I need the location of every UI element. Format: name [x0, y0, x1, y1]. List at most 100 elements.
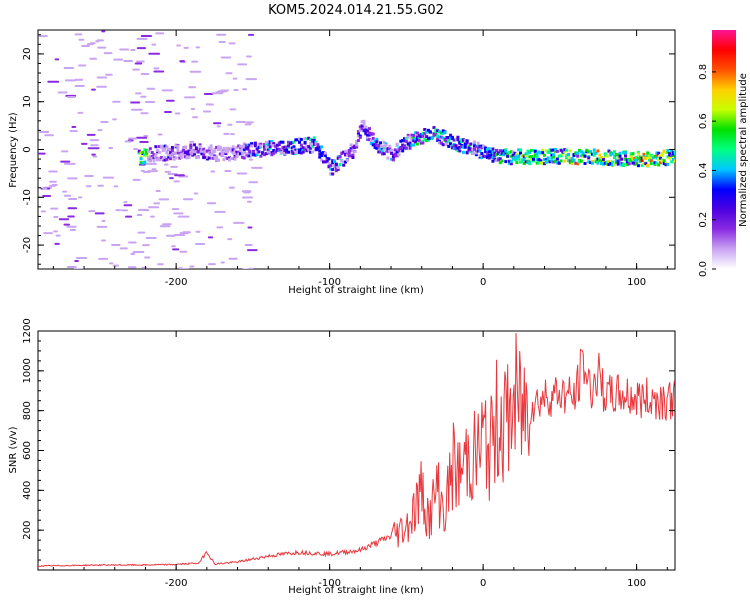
noise-cell — [124, 140, 132, 143]
ridge-cell — [286, 140, 290, 144]
ridge-cell — [673, 150, 675, 154]
ridge-cell — [246, 154, 250, 158]
ridge-cell — [239, 152, 243, 156]
ridge-cell — [187, 152, 191, 156]
ridge-cell — [292, 145, 296, 149]
ridge-cell — [200, 152, 204, 156]
noise-cell — [57, 91, 68, 94]
noise-cell — [123, 204, 133, 207]
ridge-cell — [146, 149, 150, 153]
ridge-cell — [169, 154, 173, 158]
ridge-cell — [323, 160, 327, 164]
ridge-cell — [158, 150, 162, 154]
ridge-cell — [651, 161, 655, 165]
noise-cell — [112, 100, 121, 103]
ridge-cell — [463, 142, 467, 146]
ridge-cell — [191, 152, 195, 156]
noise-cell — [43, 232, 53, 235]
ridge-cell — [436, 134, 440, 138]
ridge-cell — [566, 153, 570, 157]
ridge-cell — [460, 145, 464, 149]
ridge-cell — [355, 141, 359, 145]
noise-cell — [38, 152, 46, 155]
ridge-cell — [541, 148, 545, 152]
ridge-cell — [603, 161, 607, 165]
noise-cell — [44, 134, 54, 137]
ridge-cell — [331, 168, 335, 172]
spectrogram-xlabel: Height of straight line (km) — [288, 285, 424, 296]
snr-xtick-label: 0 — [480, 578, 486, 589]
ridge-cell — [170, 152, 174, 156]
ridge-cell — [204, 150, 208, 154]
ridge-cell — [364, 132, 368, 136]
ridge-cell — [309, 142, 313, 146]
ridge-cell — [500, 159, 504, 163]
ridge-cell — [301, 150, 305, 154]
ridge-cell — [524, 152, 528, 156]
ridge-cell — [228, 147, 232, 151]
noise-cell — [172, 248, 180, 251]
ridge-cell — [568, 161, 572, 165]
ridge-cell — [250, 154, 254, 158]
ridge-cell — [336, 166, 340, 170]
ridge-cell — [244, 146, 248, 150]
ridge-cell — [629, 155, 633, 159]
ridge-cell — [649, 153, 653, 157]
ridge-cell — [487, 150, 491, 154]
noise-cell — [233, 88, 239, 91]
ridge-cell — [542, 157, 546, 161]
ridge-cell — [222, 146, 226, 150]
ridge-cell — [493, 151, 497, 155]
ridge-cell — [480, 156, 484, 160]
ridge-cell — [161, 157, 165, 161]
ridge-cell — [268, 146, 272, 150]
ridge-cell — [612, 162, 616, 166]
ridge-cell — [187, 149, 191, 153]
ridge-cell — [426, 138, 430, 142]
ridge-cell — [279, 149, 283, 153]
ridge-cell — [355, 139, 359, 143]
ridge-cell — [482, 154, 486, 158]
ridge-cell — [334, 167, 338, 171]
ridge-cell — [379, 141, 383, 145]
ridge-cell — [194, 146, 198, 150]
ridge-cell — [163, 158, 167, 162]
ridge-cell — [349, 154, 353, 158]
ridge-cell — [386, 156, 390, 160]
ridge-cell — [143, 148, 147, 152]
ridge-cell — [351, 153, 355, 157]
ridge-cell — [139, 161, 143, 165]
ridge-cell — [410, 133, 414, 137]
ridge-cell — [439, 135, 443, 139]
ridge-cell — [356, 134, 360, 138]
ridge-cell — [231, 145, 235, 149]
ridge-cell — [576, 154, 580, 158]
noise-cell — [227, 238, 233, 241]
ridge-cell — [563, 148, 567, 152]
ridge-cell — [480, 144, 484, 148]
ridge-cell — [176, 148, 180, 152]
ridge-cell — [458, 149, 462, 153]
ridge-cell — [286, 150, 290, 154]
ridge-cell — [443, 131, 447, 135]
ridge-cell — [577, 148, 581, 152]
ridge-cell — [670, 154, 674, 158]
ridge-cell — [507, 161, 511, 165]
ridge-cell — [657, 163, 661, 167]
ridge-cell — [517, 148, 521, 152]
ridge-cell — [612, 150, 616, 154]
noise-cell — [246, 200, 252, 203]
ridge-cell — [310, 145, 314, 149]
snr-axes: -200 -100 0 100 200 400 600 800 1000 1200 — [22, 318, 675, 589]
ridge-cell — [528, 160, 532, 164]
ridge-cell — [592, 148, 596, 152]
ridge-cell — [647, 154, 651, 158]
ridge-cell — [270, 141, 274, 145]
ridge-cell — [537, 161, 541, 165]
noise-cell — [247, 33, 255, 36]
ridge-cell — [281, 140, 285, 144]
ridge-cell — [290, 146, 294, 150]
ridge-cell — [616, 162, 620, 166]
noise-cell — [143, 134, 149, 137]
